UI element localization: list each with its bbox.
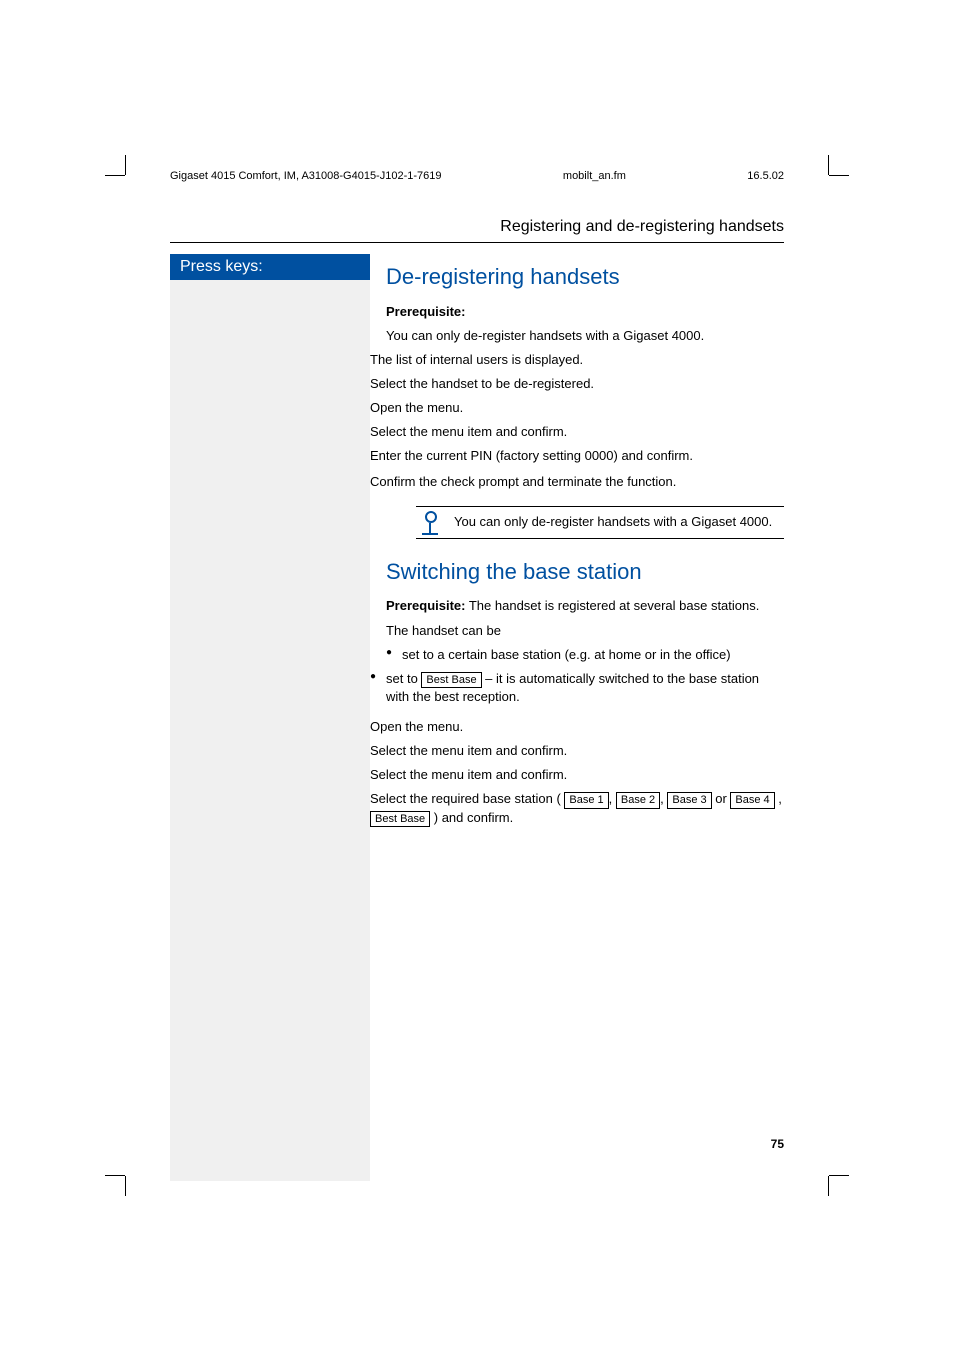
heading-switching: Switching the base station — [386, 557, 784, 588]
step-text: Enter the current PIN (factory setting 0… — [370, 447, 784, 465]
step-text: Open the menu. — [370, 718, 784, 736]
section-rule — [170, 242, 784, 243]
step-text: Select the required base station ( Base … — [370, 790, 784, 827]
sidebar: Press keys: — [170, 254, 370, 1181]
prereq-label: Prerequisite: — [386, 598, 465, 613]
info-text: You can only de-register handsets with a… — [454, 513, 772, 531]
running-header: Gigaset 4015 Comfort, IM, A31008-G4015-J… — [170, 170, 784, 182]
heading-deregister: De-registering handsets — [386, 262, 784, 293]
header-right: 16.5.02 — [747, 170, 784, 182]
intro-text: The handset can be — [386, 622, 784, 640]
boxed-option: Base 3 — [667, 792, 711, 808]
prereq-text: You can only de-register handsets with a… — [386, 327, 784, 345]
header-mid: mobilt_an.fm — [563, 170, 626, 182]
step-text: The list of internal users is displayed. — [370, 351, 784, 369]
section-title: Registering and de-registering handsets — [170, 218, 784, 236]
step-text: Select the menu item and confirm. — [370, 742, 784, 760]
boxed-option: Best Base — [370, 811, 430, 827]
sidebar-header: Press keys: — [170, 254, 370, 280]
boxed-option: Best Base — [421, 672, 481, 688]
boxed-option: Base 1 — [564, 792, 608, 808]
boxed-option: Base 2 — [616, 792, 660, 808]
boxed-option: Base 4 — [730, 792, 774, 808]
main-content: De-registering handsets Prerequisite: Yo… — [370, 254, 784, 1181]
info-box: You can only de-register handsets with a… — [416, 506, 784, 538]
step-text: Confirm the check prompt and terminate t… — [370, 473, 784, 491]
step-text: Select the handset to be de-registered. — [370, 375, 784, 393]
prereq-line: Prerequisite: The handset is registered … — [386, 597, 784, 615]
page-number: 75 — [771, 1137, 784, 1151]
step-text: Open the menu. — [370, 399, 784, 417]
header-left: Gigaset 4015 Comfort, IM, A31008-G4015-J… — [170, 170, 442, 182]
step-text: Select the menu item and confirm. — [370, 766, 784, 784]
prereq-label: Prerequisite: — [386, 303, 784, 321]
prereq-text: The handset is registered at several bas… — [465, 598, 759, 613]
bullet-item: set to Best Base – it is automatically s… — [370, 670, 784, 706]
step-text: Select the menu item and confirm. — [370, 423, 784, 441]
bullet-item: set to a certain base station (e.g. at h… — [386, 646, 784, 664]
